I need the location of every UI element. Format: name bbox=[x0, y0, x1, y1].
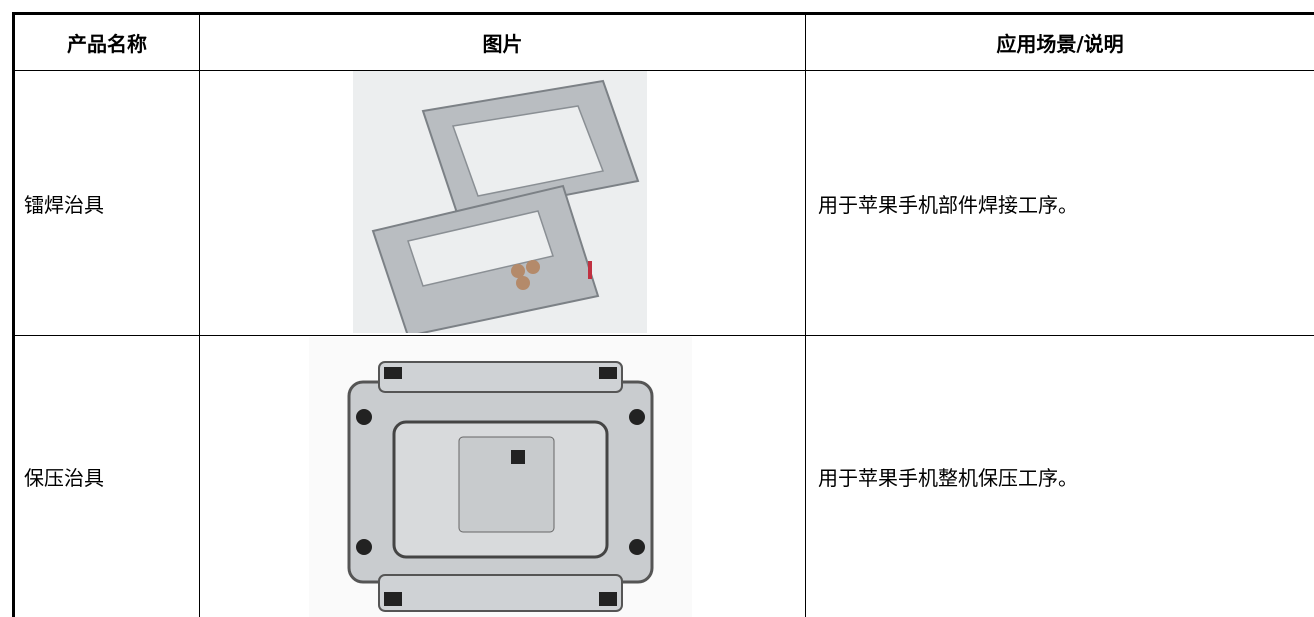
border bbox=[199, 12, 200, 617]
header-cell: 应用场景/说明 bbox=[996, 32, 1124, 56]
product-image bbox=[309, 337, 692, 617]
header-cell: 产品名称 bbox=[67, 32, 147, 56]
product-image bbox=[353, 71, 647, 333]
product-name: 镭焊治具 bbox=[24, 192, 104, 217]
product-name: 保压治具 bbox=[24, 466, 104, 490]
description: 用于苹果手机部件焊接工序。 bbox=[818, 192, 1078, 217]
border bbox=[805, 12, 806, 617]
border bbox=[12, 335, 1314, 336]
border bbox=[12, 70, 1314, 71]
description: 用于苹果手机整机保压工序。 bbox=[818, 466, 1078, 490]
border bbox=[12, 12, 15, 617]
border bbox=[12, 12, 1314, 15]
header-cell: 图片 bbox=[482, 32, 523, 56]
